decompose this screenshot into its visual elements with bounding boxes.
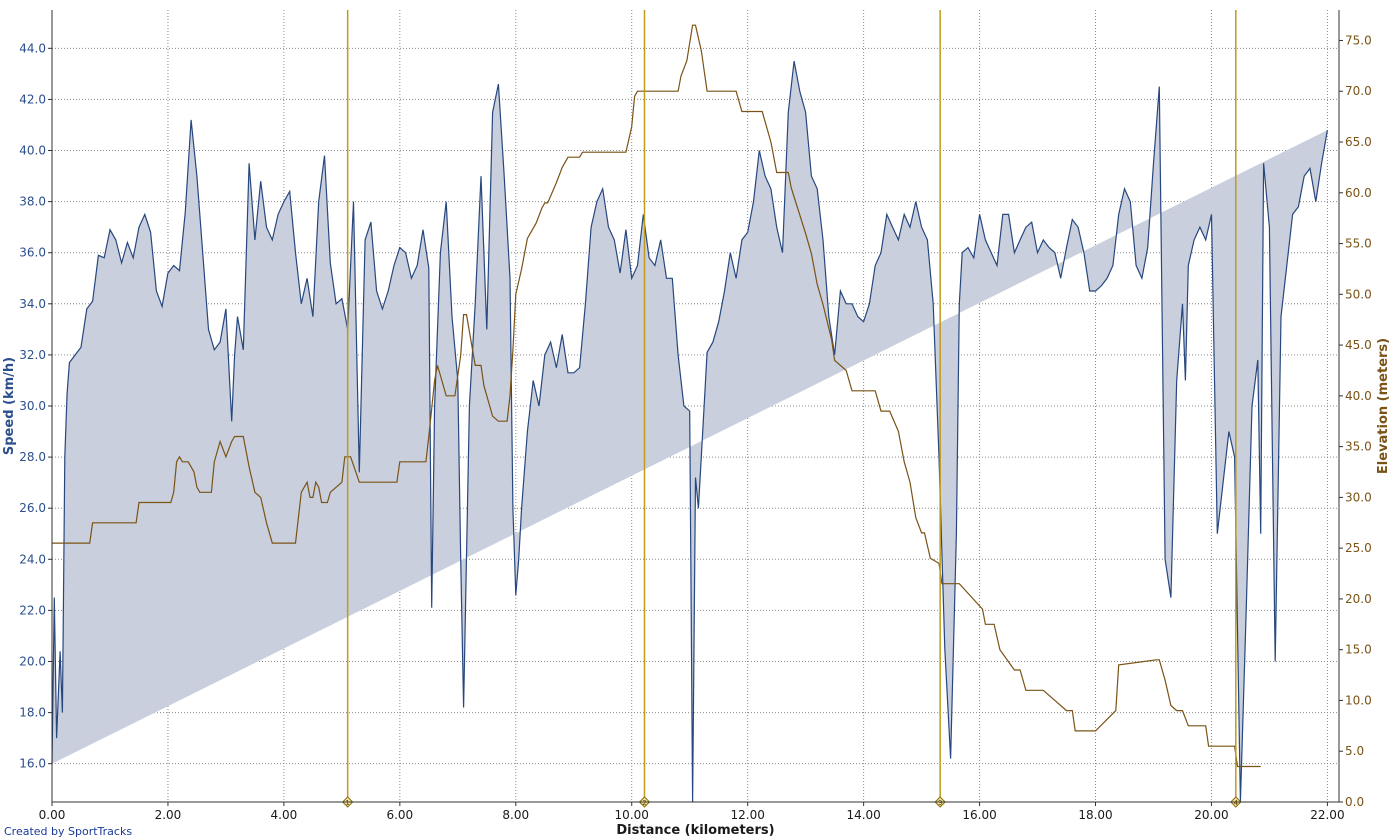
y-tick-label: 16.0: [19, 757, 46, 771]
y-tick-label: 38.0: [19, 195, 46, 209]
y2-tick-label: 45.0: [1345, 338, 1372, 352]
y2-tick-label: 75.0: [1345, 33, 1372, 47]
x-tick-label: 8.00: [502, 808, 529, 822]
y2-tick-label: 50.0: [1345, 287, 1372, 301]
x-tick-label: 16.00: [962, 808, 996, 822]
lap-marker-label: 4: [1234, 799, 1239, 807]
x-axis-title: Distance (kilometers): [616, 823, 774, 838]
y2-tick-label: 65.0: [1345, 135, 1372, 149]
x-tick-label: 4.00: [271, 808, 298, 822]
x-tick-label: 12.00: [730, 808, 764, 822]
y-tick-label: 22.0: [19, 603, 46, 617]
x-tick-label: 6.00: [386, 808, 413, 822]
y-tick-label: 24.0: [19, 552, 46, 566]
y2-tick-label: 0.0: [1345, 795, 1364, 809]
lap-marker-label: 3: [938, 799, 942, 807]
y2-tick-label: 30.0: [1345, 490, 1372, 504]
x-tick-label: 14.00: [846, 808, 880, 822]
credit-link[interactable]: Created by SportTracks: [4, 825, 132, 838]
y-tick-label: 32.0: [19, 348, 46, 362]
y2-axis-title: Elevation (meters): [1376, 338, 1391, 474]
lap-marker-label: 2: [642, 799, 646, 807]
y-tick-label: 40.0: [19, 144, 46, 158]
y-tick-label: 42.0: [19, 92, 46, 106]
y-tick-label: 20.0: [19, 654, 46, 668]
y2-tick-label: 35.0: [1345, 440, 1372, 454]
y2-tick-label: 70.0: [1345, 84, 1372, 98]
y2-tick-label: 20.0: [1345, 592, 1372, 606]
y2-tick-label: 10.0: [1345, 693, 1372, 707]
y2-tick-label: 25.0: [1345, 541, 1372, 555]
x-tick-label: 2.00: [155, 808, 182, 822]
y2-tick-label: 40.0: [1345, 389, 1372, 403]
x-tick-label: 20.00: [1194, 808, 1228, 822]
x-tick-label: 0.00: [39, 808, 66, 822]
y2-tick-label: 55.0: [1345, 237, 1372, 251]
y2-tick-label: 60.0: [1345, 186, 1372, 200]
y-tick-label: 26.0: [19, 501, 46, 515]
lap-marker-label: 1: [345, 799, 349, 807]
y-tick-label: 30.0: [19, 399, 46, 413]
y-tick-label: 34.0: [19, 297, 46, 311]
y2-tick-label: 5.0: [1345, 744, 1364, 758]
x-tick-label: 18.00: [1078, 808, 1112, 822]
y-tick-label: 36.0: [19, 246, 46, 260]
y2-tick-label: 15.0: [1345, 643, 1372, 657]
y-tick-label: 28.0: [19, 450, 46, 464]
y-tick-label: 44.0: [19, 41, 46, 55]
x-tick-label: 10.00: [615, 808, 649, 822]
y-axis-title: Speed (km/h): [2, 357, 17, 455]
y-tick-label: 18.0: [19, 706, 46, 720]
x-tick-label: 22.00: [1310, 808, 1344, 822]
